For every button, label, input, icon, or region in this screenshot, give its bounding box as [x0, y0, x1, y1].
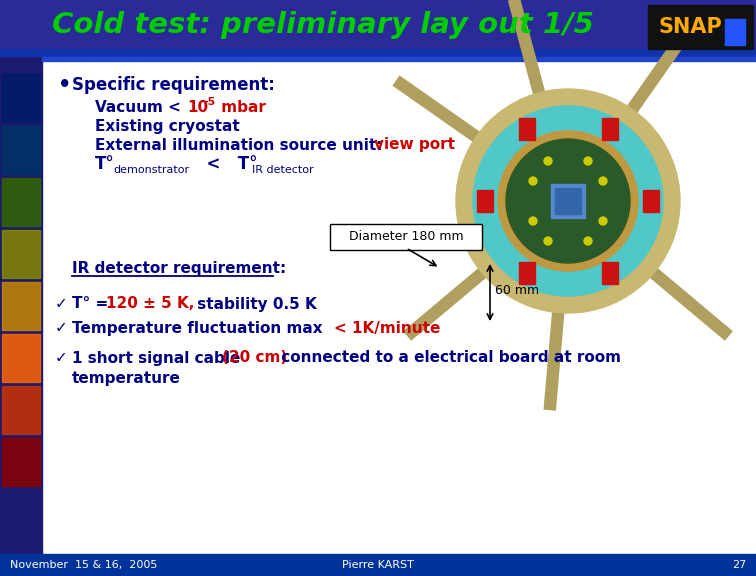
Text: IR detector requirement:: IR detector requirement:: [72, 260, 287, 275]
Text: Cold test: preliminary lay out 1/5: Cold test: preliminary lay out 1/5: [52, 11, 594, 39]
Bar: [0, 0, 42, 576]
Text: 27: 27: [732, 560, 746, 570]
Bar: [555, 188, 581, 214]
Text: 120 ± 5 K,: 120 ± 5 K,: [106, 297, 194, 312]
Circle shape: [473, 106, 663, 296]
Bar: [725, 19, 745, 45]
Text: 1 short signal cable: 1 short signal cable: [72, 351, 246, 366]
FancyBboxPatch shape: [519, 118, 534, 140]
Text: <   T°: < T°: [195, 155, 258, 173]
Text: T° =: T° =: [72, 297, 113, 312]
Circle shape: [584, 157, 592, 165]
Text: 60 mm: 60 mm: [495, 285, 539, 297]
Text: temperature: temperature: [72, 370, 181, 385]
Text: ✓: ✓: [55, 351, 68, 366]
Text: ✓: ✓: [55, 320, 68, 335]
Polygon shape: [725, 19, 745, 45]
FancyBboxPatch shape: [602, 118, 618, 140]
Text: SNAP: SNAP: [658, 17, 722, 37]
Text: (20 cm): (20 cm): [222, 351, 287, 366]
Text: Existing cryostat: Existing cryostat: [95, 119, 240, 134]
Text: Specific requirement:: Specific requirement:: [72, 76, 275, 94]
Text: November  15 & 16,  2005: November 15 & 16, 2005: [10, 560, 157, 570]
Text: connected to a electrical board at room: connected to a electrical board at room: [276, 351, 621, 366]
Bar: [2, 386, 40, 434]
FancyBboxPatch shape: [477, 190, 493, 212]
Circle shape: [498, 131, 638, 271]
Text: T°: T°: [95, 155, 115, 173]
Bar: [42, 57, 756, 61]
Circle shape: [599, 217, 607, 225]
Bar: [0, 554, 756, 576]
Text: view port: view port: [374, 138, 455, 153]
Circle shape: [584, 237, 592, 245]
Text: Temperature fluctuation max: Temperature fluctuation max: [72, 320, 328, 335]
Bar: [2, 282, 40, 330]
Text: IR detector: IR detector: [252, 165, 314, 175]
Text: •: •: [58, 75, 71, 95]
Text: 10: 10: [187, 100, 208, 115]
Text: demonstrator: demonstrator: [113, 165, 189, 175]
Text: stability 0.5 K: stability 0.5 K: [192, 297, 317, 312]
FancyBboxPatch shape: [602, 262, 618, 284]
Text: -5: -5: [203, 97, 215, 107]
Bar: [2, 230, 40, 278]
Circle shape: [544, 237, 552, 245]
Bar: [2, 334, 40, 382]
FancyBboxPatch shape: [643, 190, 659, 212]
Bar: [2, 126, 40, 174]
Bar: [2, 438, 40, 486]
Text: External illumination source unit:: External illumination source unit:: [95, 138, 388, 153]
Bar: [648, 5, 753, 49]
Circle shape: [506, 139, 630, 263]
Circle shape: [599, 177, 607, 185]
Text: ✓: ✓: [55, 297, 68, 312]
Text: < 1K/minute: < 1K/minute: [334, 320, 441, 335]
FancyBboxPatch shape: [519, 262, 534, 284]
Text: Vacuum <: Vacuum <: [95, 100, 186, 115]
Bar: [2, 178, 40, 226]
Bar: [2, 74, 40, 122]
Bar: [551, 184, 585, 218]
Circle shape: [456, 89, 680, 313]
Circle shape: [529, 177, 537, 185]
FancyBboxPatch shape: [330, 224, 482, 250]
Circle shape: [544, 157, 552, 165]
Text: mbar: mbar: [216, 100, 266, 115]
Bar: [0, 49, 756, 56]
Text: Pierre KARST: Pierre KARST: [342, 560, 414, 570]
Text: Diameter 180 mm: Diameter 180 mm: [349, 230, 463, 244]
Bar: [0, 0, 756, 49]
Circle shape: [529, 217, 537, 225]
